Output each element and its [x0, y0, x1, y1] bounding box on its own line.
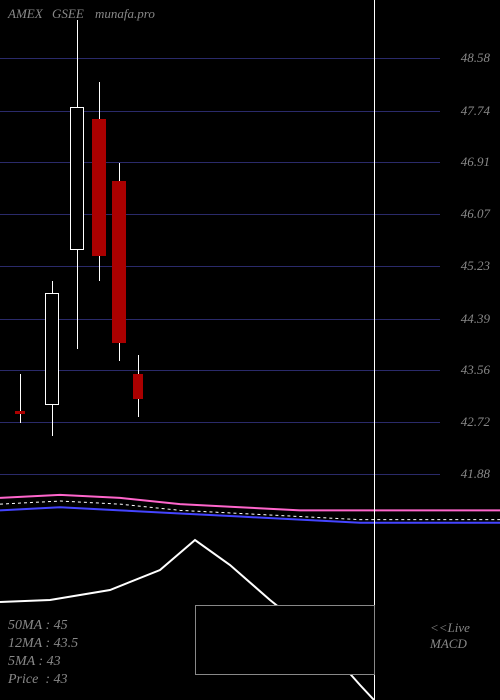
ma-lines-layer — [0, 0, 500, 700]
y-axis-label: 43.56 — [461, 362, 490, 378]
candlestick-chart[interactable]: AMEX GSEE munafa.pro 48.58 47.74 46.91 46.0… — [0, 0, 500, 700]
info-line: 50MA : 45 — [8, 618, 68, 634]
ma-line-5MA — [0, 501, 500, 520]
y-axis-label: 46.91 — [461, 154, 490, 170]
y-axis-label: 48.58 — [461, 50, 490, 66]
watermark-label: munafa.pro — [95, 6, 155, 22]
candle-body — [92, 119, 106, 256]
y-axis-label: 42.72 — [461, 414, 490, 430]
y-axis-label: 47.74 — [461, 103, 490, 119]
y-axis-label: 44.39 — [461, 311, 490, 327]
candle-body — [45, 293, 59, 405]
info-line: 5MA : 43 — [8, 654, 61, 670]
info-line: 12MA : 43.5 — [8, 636, 78, 652]
symbol-label: GSEE — [52, 6, 84, 22]
y-axis-label: 46.07 — [461, 206, 490, 222]
live-label-2: MACD — [430, 636, 467, 652]
cursor-line — [374, 0, 375, 700]
candle-body — [70, 107, 84, 250]
candle-body — [112, 181, 126, 342]
y-axis-label: 41.88 — [461, 466, 490, 482]
candle-body — [15, 411, 25, 414]
ma-line-12MA — [0, 507, 500, 523]
ma-line-50MA — [0, 495, 500, 511]
y-axis-label: 45.23 — [461, 258, 490, 274]
candle-body — [133, 374, 143, 399]
info-line: Price : 43 — [8, 672, 67, 688]
live-label-1: <<Live — [430, 620, 470, 636]
macd-line-layer — [0, 0, 500, 700]
info-popup-box — [195, 605, 375, 675]
exchange-label: AMEX — [8, 6, 43, 22]
candle-wick — [20, 374, 21, 424]
